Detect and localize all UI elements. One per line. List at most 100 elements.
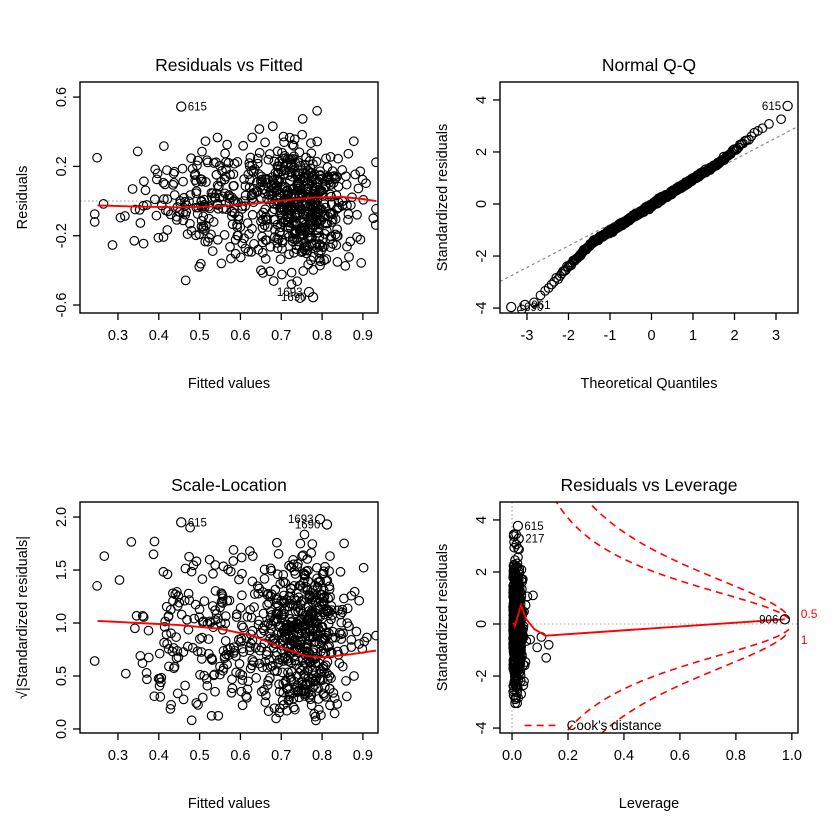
data-point — [306, 690, 317, 700]
data-point — [280, 181, 291, 192]
data-point — [315, 166, 326, 177]
data-point — [273, 549, 284, 559]
data-point — [299, 669, 309, 680]
data-point — [324, 670, 335, 681]
panel-title: Residuals vs Fitted — [155, 55, 303, 75]
y-axis-title: Standardized residuals — [435, 544, 451, 692]
data-point — [226, 687, 237, 698]
x-tick-label: 0.4 — [614, 748, 634, 764]
plot-area-scale-location — [89, 522, 378, 726]
data-point — [267, 636, 278, 646]
data-point — [206, 192, 217, 203]
data-point — [327, 633, 337, 643]
data-point — [333, 153, 343, 164]
data-point — [331, 190, 342, 201]
y-tick-label: -4 — [474, 722, 490, 735]
x-tick-label: 0.8 — [312, 748, 332, 764]
outlier-point-1690 — [307, 292, 319, 303]
data-point — [334, 202, 344, 213]
data-point — [314, 605, 325, 615]
outlier-point-615 — [176, 517, 187, 528]
x-tick-label: -2 — [562, 328, 575, 344]
data-point — [284, 560, 294, 571]
y-tick-label: 1.0 — [54, 613, 70, 633]
data-point — [288, 559, 299, 570]
y-axis-title: Residuals — [15, 166, 31, 230]
data-point — [322, 173, 332, 184]
x-tick-label: 0.9 — [353, 748, 373, 764]
data-point — [207, 601, 218, 611]
y-tick-label: 0 — [474, 620, 490, 628]
data-point — [362, 632, 372, 643]
data-point — [256, 210, 267, 220]
data-point — [234, 574, 244, 585]
y-axis-title: √|Standardized residuals| — [15, 536, 31, 699]
data-point — [776, 114, 786, 125]
data-point — [295, 293, 305, 303]
data-point — [179, 595, 190, 606]
data-point — [190, 175, 201, 185]
data-point — [370, 220, 378, 230]
data-point — [311, 715, 321, 726]
data-point — [333, 197, 344, 208]
data-point — [288, 203, 299, 214]
data-point — [162, 194, 173, 204]
data-point — [528, 590, 538, 601]
data-point — [171, 211, 182, 222]
data-point — [149, 194, 160, 205]
data-point — [168, 596, 178, 606]
data-point — [296, 247, 307, 258]
data-point — [518, 632, 529, 642]
data-point — [278, 699, 289, 710]
data-point — [272, 537, 282, 548]
data-point — [199, 596, 210, 606]
data-point — [182, 614, 192, 625]
y-tick-label: -2 — [474, 250, 490, 263]
outlier-label-1693: 1693 — [277, 287, 303, 299]
data-point — [237, 670, 248, 681]
data-point — [311, 631, 322, 641]
data-point — [176, 609, 187, 620]
data-point — [231, 651, 241, 661]
data-point — [514, 665, 524, 675]
data-point — [197, 692, 208, 703]
data-point — [326, 231, 337, 242]
data-point — [215, 661, 225, 672]
data-point — [138, 238, 149, 249]
data-point — [242, 611, 253, 622]
data-point — [313, 200, 324, 211]
data-point — [130, 204, 141, 215]
outlier-label-1690: 1690 — [518, 302, 544, 314]
data-point — [300, 570, 310, 581]
data-point — [303, 259, 314, 270]
data-point — [129, 235, 140, 246]
data-point — [246, 247, 257, 257]
data-point — [229, 158, 240, 169]
qq-theoretical-line — [500, 125, 798, 283]
data-point — [238, 647, 249, 657]
plot-area-residuals-vs-leverage: Cook's distance — [500, 502, 798, 733]
data-point — [509, 650, 520, 661]
data-point — [247, 209, 258, 220]
panel-residuals-vs-fitted: 615 1693 1690 0.3 0.4 0.5 0.6 0.7 0.8 0.9 0.6 0.2 -0… — [0, 0, 420, 420]
data-point — [182, 641, 193, 652]
data-point — [541, 652, 552, 663]
data-point — [212, 132, 223, 143]
data-point — [142, 674, 152, 685]
data-point — [304, 195, 314, 205]
data-point — [512, 698, 522, 709]
data-point — [294, 147, 305, 158]
data-point — [335, 609, 346, 620]
data-point — [348, 136, 359, 147]
data-point — [261, 235, 272, 246]
data-point — [141, 668, 152, 678]
data-point — [221, 157, 231, 167]
data-point — [194, 604, 205, 615]
x-tick-label: 0 — [647, 328, 655, 344]
data-point — [310, 591, 320, 601]
data-point — [277, 147, 287, 158]
y-tick-label: 2 — [474, 568, 490, 576]
y-tick-label: -0.2 — [54, 223, 70, 248]
data-point — [311, 217, 321, 228]
